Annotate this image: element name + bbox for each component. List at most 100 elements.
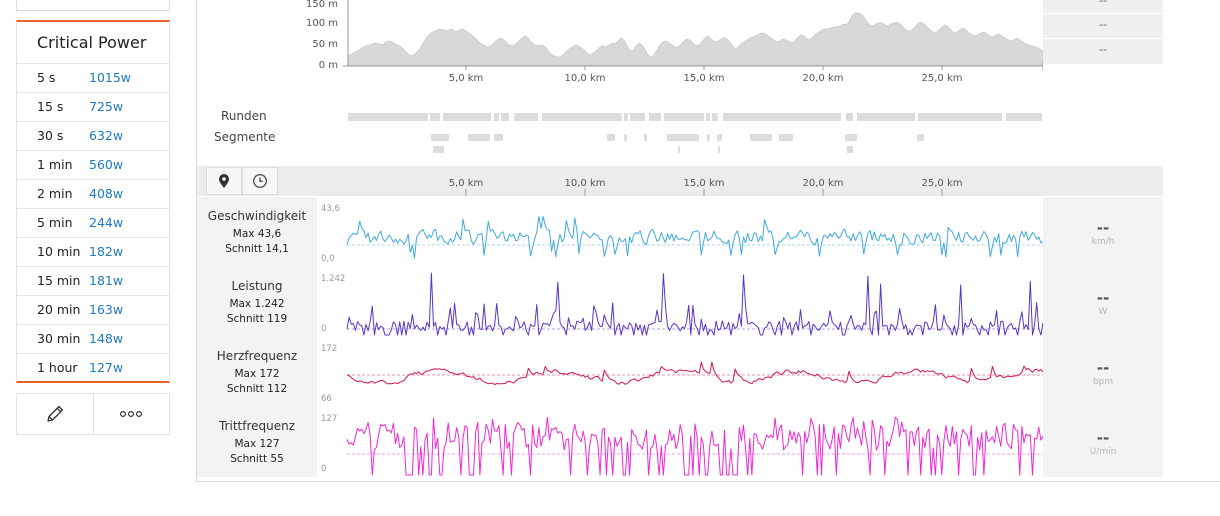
duration-label: 20 min — [37, 302, 81, 317]
metric-name: Herzfrequenz — [216, 349, 298, 363]
speed-current-panel: -- km/h — [1043, 197, 1163, 267]
lap-bar[interactable] — [664, 113, 704, 121]
metric-average: Schnitt 14,1 — [225, 243, 289, 255]
lap-bar[interactable] — [348, 113, 428, 121]
axis-max-label: 1.242 — [321, 274, 345, 284]
axis-min-label: 0 — [321, 324, 326, 334]
segment-bar[interactable] — [468, 134, 490, 141]
segment-bar[interactable] — [667, 134, 699, 141]
power-value-link[interactable]: 181w — [89, 273, 124, 288]
heart-rate-chart[interactable]: 172 66 — [317, 337, 1043, 407]
heart-rate-current-panel: -- bpm — [1043, 337, 1163, 407]
lap-bar[interactable] — [706, 113, 710, 121]
segment-bar[interactable] — [607, 134, 615, 141]
critical-power-row: 2 min 408w — [17, 179, 169, 208]
chart-background — [317, 197, 1043, 267]
segment-bar[interactable] — [433, 146, 444, 153]
unit-label: km/h — [1091, 237, 1115, 247]
power-value-link[interactable]: 244w — [89, 215, 124, 230]
lap-bar[interactable] — [857, 113, 915, 121]
metric-name: Geschwindigkeit — [207, 209, 307, 223]
edit-button[interactable] — [17, 394, 93, 434]
lap-bar[interactable] — [918, 113, 1002, 121]
segment-bar[interactable] — [431, 134, 449, 141]
lap-bar[interactable] — [501, 113, 509, 121]
power-metric-label: Leistung Max 1.242 Schnitt 119 — [197, 267, 317, 337]
y-tick-label: 100 m — [306, 18, 338, 29]
unit-label: bpm — [1092, 377, 1114, 387]
critical-power-row: 30 s 632w — [17, 121, 169, 150]
duration-label: 30 min — [37, 331, 81, 346]
segment-bar[interactable] — [678, 146, 680, 153]
critical-power-row: 15 s 725w — [17, 92, 169, 121]
critical-power-title: Critical Power — [37, 33, 147, 52]
duration-label: 30 s — [37, 128, 64, 143]
lap-bar[interactable] — [723, 113, 841, 121]
cadence-current-panel: -- U/min — [1043, 407, 1163, 477]
duration-label: 10 min — [37, 244, 81, 259]
elevation-chart[interactable]: 150 m 100 m 50 m 0 m 5,0 km 10,0 km 15,0… — [197, 0, 1043, 90]
segment-bar[interactable] — [845, 134, 857, 141]
lap-bar[interactable] — [649, 113, 661, 121]
lap-bar[interactable] — [1006, 113, 1042, 121]
power-value-link[interactable]: 127w — [89, 360, 124, 375]
segment-bar[interactable] — [917, 134, 924, 141]
lap-bar[interactable] — [624, 113, 628, 121]
power-chart[interactable]: 1.242 0 — [317, 267, 1043, 337]
speed-chart[interactable]: 43,6 0,0 — [317, 197, 1043, 267]
time-view-button[interactable] — [242, 167, 278, 195]
segment-bar[interactable] — [718, 146, 720, 153]
x-tick-label: 25,0 km — [922, 73, 963, 84]
lap-bar[interactable] — [630, 113, 645, 121]
critical-power-row: 1 min 560w — [17, 150, 169, 179]
power-value-link[interactable]: 725w — [89, 99, 124, 114]
segment-bar[interactable] — [847, 146, 853, 153]
power-value-link[interactable]: 163w — [89, 302, 124, 317]
power-value-link[interactable]: 632w — [89, 128, 124, 143]
lap-bar[interactable] — [542, 113, 622, 121]
x-tick-label: 15,0 km — [684, 178, 725, 189]
duration-label: 1 hour — [37, 360, 78, 375]
axis-max-label: 172 — [321, 344, 337, 354]
power-value-link[interactable]: 408w — [89, 186, 124, 201]
lap-bar[interactable] — [712, 113, 718, 121]
clock-icon — [252, 173, 268, 189]
duration-label: 5 min — [37, 215, 73, 230]
axis-max-label: 127 — [321, 414, 337, 424]
cadence-chart[interactable]: 127 0 — [317, 407, 1043, 477]
critical-power-row: 10 min 182w — [17, 237, 169, 266]
more-options-button[interactable] — [92, 394, 170, 434]
lap-bar[interactable] — [514, 113, 538, 121]
segment-bar[interactable] — [494, 134, 503, 141]
location-view-button[interactable] — [206, 167, 242, 195]
critical-power-row: 20 min 163w — [17, 295, 169, 324]
segment-bar[interactable] — [779, 134, 793, 141]
x-tick-label: 25,0 km — [922, 178, 963, 189]
power-value-link[interactable]: 182w — [89, 244, 124, 259]
metric-max: Max 1.242 — [229, 298, 285, 310]
x-tick-label: 5,0 km — [449, 73, 484, 84]
segments-label: Segmente — [214, 130, 276, 144]
segment-bar[interactable] — [624, 134, 627, 141]
lap-bar[interactable] — [430, 113, 440, 121]
lap-bar[interactable] — [846, 113, 853, 121]
x-tick-label: 15,0 km — [684, 73, 725, 84]
power-value-link[interactable]: 560w — [89, 157, 124, 172]
lap-bar[interactable] — [443, 113, 491, 121]
main-panel-border-bottom — [196, 481, 1220, 482]
power-value-link[interactable]: 1015w — [89, 70, 132, 85]
segment-bar[interactable] — [707, 134, 710, 141]
lap-bar[interactable] — [494, 113, 499, 121]
segment-bar[interactable] — [750, 134, 772, 141]
duration-label: 5 s — [37, 70, 56, 85]
divider — [1043, 13, 1163, 14]
map-pin-icon — [219, 174, 229, 188]
distance-axis: 5,0 km 10,0 km 15,0 km 20,0 km 25,0 km — [449, 178, 963, 196]
rounds-label: Runden — [221, 109, 267, 123]
segment-bar[interactable] — [717, 134, 722, 141]
main-panel-border — [196, 0, 197, 482]
x-tick-label: 20,0 km — [803, 73, 844, 84]
segment-bar[interactable] — [644, 134, 647, 141]
cadence-metric-label: Trittfrequenz Max 127 Schnitt 55 — [197, 407, 317, 477]
power-value-link[interactable]: 148w — [89, 331, 124, 346]
